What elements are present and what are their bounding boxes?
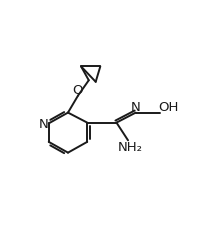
Text: NH₂: NH₂ (117, 140, 142, 153)
Text: O: O (72, 84, 83, 96)
Text: N: N (38, 117, 48, 130)
Text: OH: OH (157, 101, 177, 114)
Text: N: N (130, 101, 140, 114)
